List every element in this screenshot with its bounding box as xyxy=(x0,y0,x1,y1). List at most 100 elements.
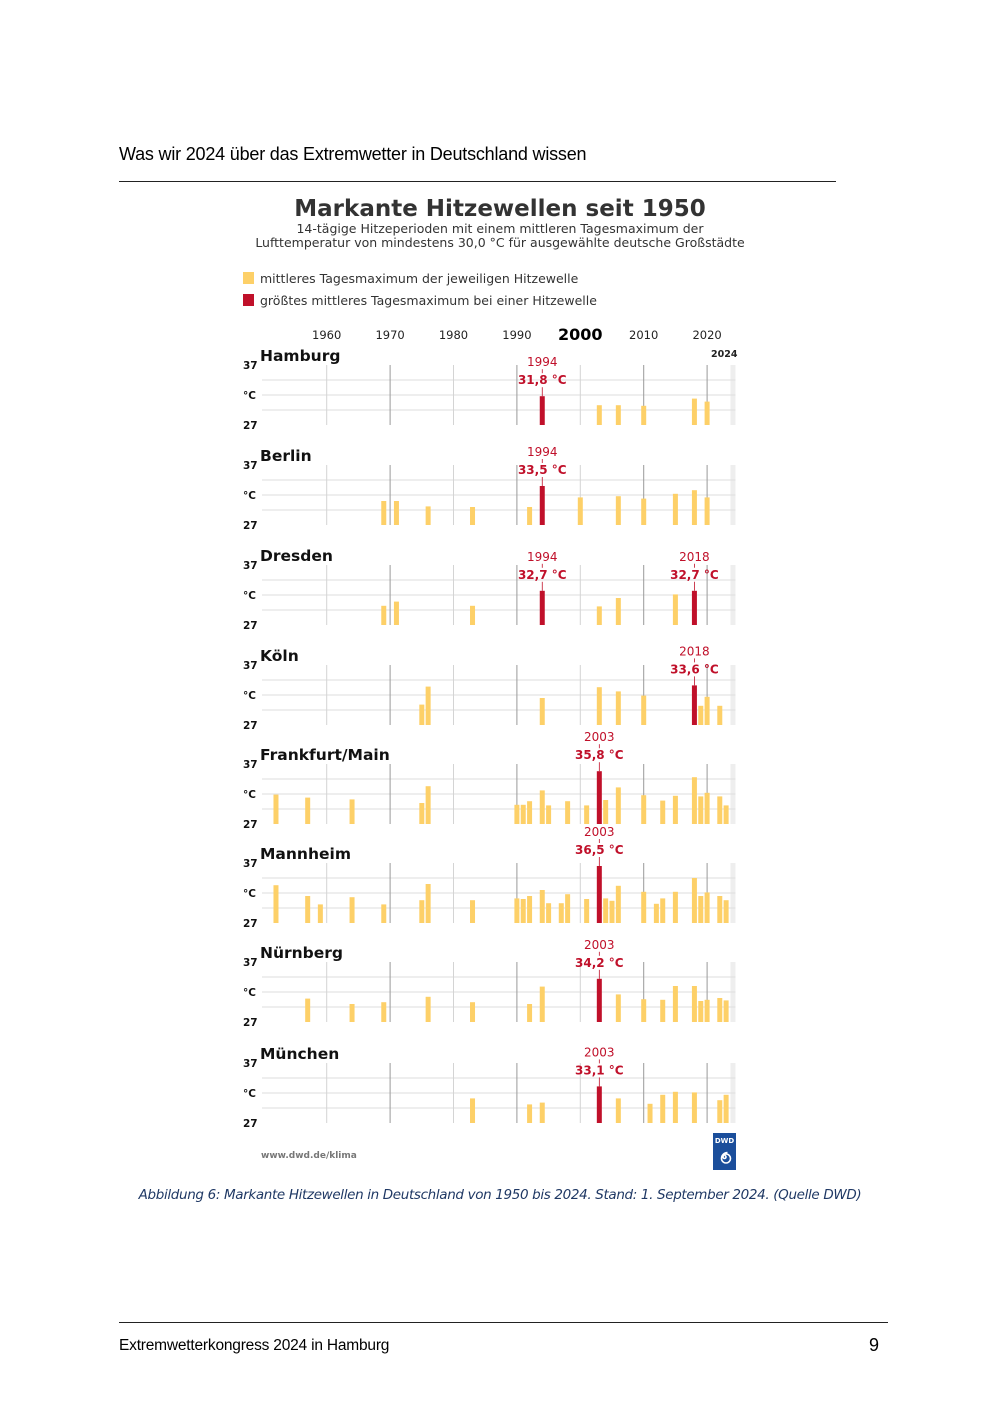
x-tick-label-1990: 1990 xyxy=(502,328,531,342)
bar-2000 xyxy=(577,497,583,525)
bar-2011 xyxy=(647,1103,653,1123)
bar-2013 xyxy=(660,999,666,1022)
bar-2015 xyxy=(672,891,678,923)
bar-max-1994 xyxy=(539,486,545,525)
y-tick-label-27: 27 xyxy=(243,1118,258,1130)
x-tick-label-1960: 1960 xyxy=(312,328,341,342)
city-label: Dresden xyxy=(260,547,333,565)
city-label: Mannheim xyxy=(260,845,351,863)
legend-label-normal: mittleres Tagesmaximum der jeweiligen Hi… xyxy=(260,271,579,286)
bar-1998 xyxy=(565,801,571,824)
city-label: Hamburg xyxy=(260,347,340,365)
bar-2022 xyxy=(717,705,723,725)
y-tick-label-37: 37 xyxy=(243,660,258,672)
bar-1991 xyxy=(520,899,526,923)
bar-2020 xyxy=(704,892,710,923)
bar-1976 xyxy=(425,786,431,824)
bar-1975 xyxy=(419,704,425,725)
dwd-logo-text: DWD xyxy=(715,1137,735,1145)
max-value-label: 33,1 °C xyxy=(575,1063,624,1077)
dwd-logo: DWD xyxy=(713,1133,736,1170)
dwd-spiral-icon xyxy=(720,1151,732,1164)
bar-2019 xyxy=(698,1001,704,1022)
max-value-label: 36,5 °C xyxy=(575,843,624,857)
bar-max-2018 xyxy=(691,590,697,625)
y-axis-unit: °C xyxy=(243,987,256,999)
bar-2023 xyxy=(723,1000,729,1022)
bar-1975 xyxy=(419,900,425,923)
bar-1957 xyxy=(305,896,311,923)
bar-1992 xyxy=(527,1004,533,1022)
bar-1969 xyxy=(381,605,387,625)
y-tick-label-37: 37 xyxy=(243,460,258,472)
x-tick-label-2010: 2010 xyxy=(629,328,658,342)
y-tick-label-27: 27 xyxy=(243,420,258,432)
bar-1976 xyxy=(425,506,431,525)
bar-2023 xyxy=(723,805,729,824)
bar-2010 xyxy=(641,999,647,1022)
bar-1975 xyxy=(419,803,425,824)
bar-2001 xyxy=(584,805,590,824)
bar-1964 xyxy=(349,897,355,923)
max-year-label: 1994 xyxy=(527,550,558,564)
bar-2004 xyxy=(603,898,609,923)
bar-2004 xyxy=(603,800,609,824)
y-tick-label-37: 37 xyxy=(243,957,258,969)
bar-1992 xyxy=(527,1104,533,1123)
bar-1959 xyxy=(317,904,323,923)
max-year-label: 2003 xyxy=(584,825,615,839)
max-value-label: 34,2 °C xyxy=(575,956,624,970)
y-axis-unit: °C xyxy=(243,888,256,900)
y-axis-unit: °C xyxy=(243,490,256,502)
bar-2015 xyxy=(672,493,678,525)
bar-1971 xyxy=(393,601,399,625)
max-year-label: 2003 xyxy=(584,938,615,952)
bar-2018 xyxy=(691,490,697,525)
bar-1992 xyxy=(527,896,533,923)
bar-2010 xyxy=(641,405,647,425)
bar-1952 xyxy=(273,794,279,824)
bar-2018 xyxy=(691,986,697,1022)
bar-1983 xyxy=(470,900,476,923)
max-value-label: 33,6 °C xyxy=(670,662,719,676)
x-tick-label-2000: 2000 xyxy=(558,325,603,344)
max-year-label: 1994 xyxy=(527,445,558,459)
bar-2015 xyxy=(672,795,678,824)
bar-1983 xyxy=(470,605,476,625)
bar-1969 xyxy=(381,1002,387,1022)
y-tick-label-27: 27 xyxy=(243,520,258,532)
bar-2006 xyxy=(615,994,621,1022)
bar-1983 xyxy=(470,1002,476,1022)
bar-2020 xyxy=(704,401,710,425)
bar-2013 xyxy=(660,800,666,824)
bar-2010 xyxy=(641,891,647,923)
city-label: Köln xyxy=(260,647,299,665)
bar-1994 xyxy=(539,790,545,824)
y-axis-unit: °C xyxy=(243,390,256,402)
city-label: Frankfurt/Main xyxy=(260,746,390,764)
bar-1969 xyxy=(381,501,387,525)
document-header: Was wir 2024 über das Extremwetter in De… xyxy=(119,144,587,164)
header-rule xyxy=(119,181,836,182)
bar-1990 xyxy=(514,898,520,923)
bar-1994 xyxy=(539,890,545,923)
y-tick-label-27: 27 xyxy=(243,1017,258,1029)
bar-1997 xyxy=(558,903,564,923)
bar-1971 xyxy=(393,501,399,525)
y-tick-label-37: 37 xyxy=(243,759,258,771)
y-tick-label-27: 27 xyxy=(243,819,258,831)
legend-label-max: größtes mittleres Tagesmaximum bei einer… xyxy=(260,293,597,308)
bar-2023 xyxy=(723,900,729,923)
bar-2003 xyxy=(596,405,602,425)
bar-2013 xyxy=(660,1094,666,1123)
bar-1976 xyxy=(425,884,431,923)
city-label: Nürnberg xyxy=(260,944,343,962)
bar-2020 xyxy=(704,999,710,1022)
bar-max-2018 xyxy=(691,685,697,725)
